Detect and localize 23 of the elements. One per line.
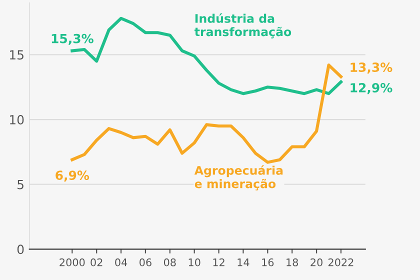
- y-tick-label: 0: [17, 244, 24, 254]
- x-tick-label: 2022: [328, 258, 354, 266]
- x-tick-label: 06: [140, 258, 152, 266]
- x-tick-label: 08: [164, 258, 176, 266]
- y-tick-label: 15: [10, 50, 24, 60]
- x-tick-label: 14: [238, 258, 250, 266]
- x-tick-label: 04: [115, 258, 128, 266]
- data-label: 13,3%: [350, 62, 392, 74]
- series-label: Indústria da transformação: [194, 13, 292, 38]
- x-tick-label: 2000: [60, 258, 85, 266]
- data-label: 15,3%: [52, 34, 94, 45]
- data-label: 12,9%: [350, 83, 392, 94]
- series-label: Agropecuária e mineração: [194, 165, 283, 190]
- x-tick-label: 10: [188, 258, 200, 266]
- line-series: [70, 64, 342, 164]
- x-tick-label: 20: [310, 258, 322, 266]
- y-tick-label: 5: [18, 180, 24, 190]
- data-label: 6,9%: [56, 170, 90, 182]
- y-tick-label: 10: [10, 114, 24, 124]
- x-tick-label: 12: [213, 258, 224, 266]
- x-tick-label: 16: [262, 258, 274, 266]
- x-tick-label: 18: [286, 258, 298, 266]
- x-tick-label: 02: [90, 258, 102, 266]
